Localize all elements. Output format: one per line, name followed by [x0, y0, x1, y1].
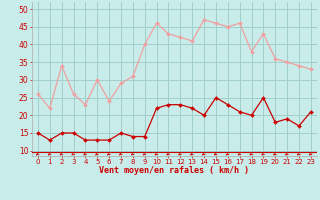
X-axis label: Vent moyen/en rafales ( km/h ): Vent moyen/en rafales ( km/h ) [100, 166, 249, 175]
